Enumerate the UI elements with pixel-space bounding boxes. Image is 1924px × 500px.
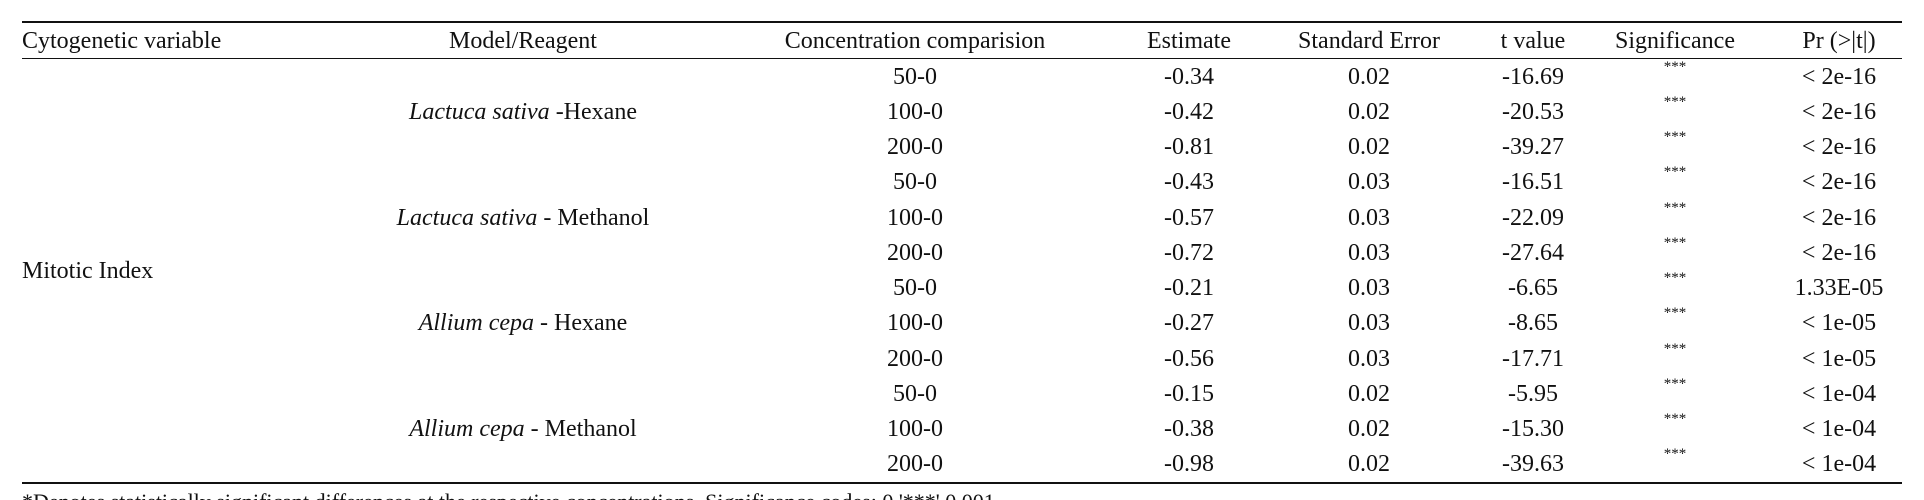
column-header: Significance bbox=[1615, 28, 1735, 54]
significance: *** bbox=[1663, 446, 1687, 463]
significance: *** bbox=[1663, 411, 1687, 428]
significance: *** bbox=[1663, 58, 1687, 75]
standard-error: 0.03 bbox=[1348, 310, 1390, 337]
estimate: -0.43 bbox=[1164, 169, 1214, 196]
standard-error: 0.02 bbox=[1348, 380, 1390, 407]
species: Lactuca sativa bbox=[409, 98, 550, 125]
t-value: -22.09 bbox=[1502, 204, 1564, 231]
t-value: -39.63 bbox=[1502, 451, 1564, 478]
concentration: 50-0 bbox=[893, 380, 937, 407]
significance: *** bbox=[1663, 93, 1687, 110]
estimate: -0.34 bbox=[1164, 63, 1214, 90]
column-header: Concentration comparision bbox=[784, 28, 1046, 54]
p-value: < 2e-16 bbox=[1801, 134, 1877, 161]
concentration: 50-0 bbox=[893, 275, 937, 302]
significance: *** bbox=[1663, 199, 1687, 216]
t-value: -15.30 bbox=[1502, 416, 1564, 443]
reagent: - Methanol bbox=[530, 416, 637, 443]
reagent: - Hexane bbox=[540, 310, 628, 337]
column-header: Model/Reagent bbox=[449, 28, 597, 54]
species: Allium cepa bbox=[409, 416, 525, 443]
top-rule bbox=[22, 21, 1902, 23]
estimate: -0.56 bbox=[1164, 345, 1214, 372]
t-value: -6.65 bbox=[1508, 275, 1558, 302]
model-cell: Allium cepa - Hexane bbox=[419, 308, 628, 338]
significance: *** bbox=[1663, 234, 1687, 251]
significance: *** bbox=[1663, 164, 1687, 181]
column-header: Estimate bbox=[1147, 28, 1231, 54]
t-value: -17.71 bbox=[1502, 345, 1564, 372]
column-header: t value bbox=[1500, 28, 1566, 54]
p-value: < 1e-04 bbox=[1801, 380, 1877, 407]
estimate: -0.42 bbox=[1164, 98, 1214, 125]
concentration: 100-0 bbox=[887, 416, 943, 443]
concentration: 200-0 bbox=[887, 239, 943, 266]
significance: *** bbox=[1663, 305, 1687, 322]
t-value: -16.69 bbox=[1502, 63, 1564, 90]
model-cell: Allium cepa - Methanol bbox=[409, 414, 636, 444]
estimate: -0.38 bbox=[1164, 416, 1214, 443]
header-rule bbox=[22, 58, 1902, 59]
estimate: -0.15 bbox=[1164, 380, 1214, 407]
t-value: -39.27 bbox=[1502, 134, 1564, 161]
footnote: *Denotes statistically significant diffe… bbox=[22, 487, 995, 500]
standard-error: 0.03 bbox=[1348, 345, 1390, 372]
estimate: -0.98 bbox=[1164, 451, 1214, 478]
standard-error: 0.03 bbox=[1348, 239, 1390, 266]
p-value: < 2e-16 bbox=[1801, 239, 1877, 266]
t-value: -16.51 bbox=[1502, 169, 1564, 196]
standard-error: 0.02 bbox=[1348, 416, 1390, 443]
concentration: 100-0 bbox=[887, 204, 943, 231]
significance: *** bbox=[1663, 375, 1687, 392]
species: Lactuca sativa bbox=[396, 204, 538, 231]
significance: *** bbox=[1663, 340, 1687, 357]
p-value: < 2e-16 bbox=[1801, 98, 1877, 125]
concentration: 200-0 bbox=[887, 134, 943, 161]
p-value: < 1e-05 bbox=[1801, 345, 1877, 372]
concentration: 50-0 bbox=[893, 169, 937, 196]
estimate: -0.21 bbox=[1164, 275, 1214, 302]
estimate: -0.72 bbox=[1164, 239, 1214, 266]
reagent: -Hexane bbox=[555, 98, 637, 125]
significance: *** bbox=[1663, 129, 1687, 146]
p-value: < 2e-16 bbox=[1801, 204, 1877, 231]
species: Allium cepa bbox=[418, 310, 535, 337]
bottom-rule bbox=[22, 482, 1902, 484]
p-value: < 1e-05 bbox=[1801, 310, 1877, 337]
concentration: 100-0 bbox=[887, 98, 943, 125]
p-value: < 1e-04 bbox=[1801, 451, 1877, 478]
column-header: Standard Error bbox=[1298, 28, 1440, 54]
variable-cell: Mitotic Index bbox=[22, 257, 154, 284]
p-value: < 1e-04 bbox=[1801, 416, 1877, 443]
p-value: < 2e-16 bbox=[1801, 169, 1877, 196]
concentration: 200-0 bbox=[887, 451, 943, 478]
reagent: - Methanol bbox=[543, 204, 650, 231]
model-cell: Lactuca sativa - Methanol bbox=[397, 203, 650, 233]
t-value: -8.65 bbox=[1508, 310, 1558, 337]
estimate: -0.81 bbox=[1164, 134, 1214, 161]
concentration: 100-0 bbox=[887, 310, 943, 337]
estimate: -0.57 bbox=[1164, 204, 1214, 231]
t-value: -5.95 bbox=[1508, 380, 1558, 407]
estimate: -0.27 bbox=[1164, 310, 1214, 337]
column-header: Cytogenetic variable bbox=[22, 28, 222, 54]
t-value: -20.53 bbox=[1502, 98, 1564, 125]
standard-error: 0.02 bbox=[1348, 98, 1390, 125]
standard-error: 0.03 bbox=[1348, 275, 1390, 302]
p-value: 1.33E-05 bbox=[1794, 275, 1884, 302]
concentration: 50-0 bbox=[893, 63, 937, 90]
standard-error: 0.03 bbox=[1348, 169, 1390, 196]
standard-error: 0.03 bbox=[1348, 204, 1390, 231]
standard-error: 0.02 bbox=[1348, 451, 1390, 478]
standard-error: 0.02 bbox=[1348, 63, 1390, 90]
concentration: 200-0 bbox=[887, 345, 943, 372]
model-cell: Lactuca sativa -Hexane bbox=[409, 97, 637, 127]
significance: *** bbox=[1663, 270, 1687, 287]
t-value: -27.64 bbox=[1502, 239, 1564, 266]
standard-error: 0.02 bbox=[1348, 134, 1390, 161]
p-value: < 2e-16 bbox=[1801, 63, 1877, 90]
column-header: Pr (>|t|) bbox=[1802, 28, 1876, 54]
